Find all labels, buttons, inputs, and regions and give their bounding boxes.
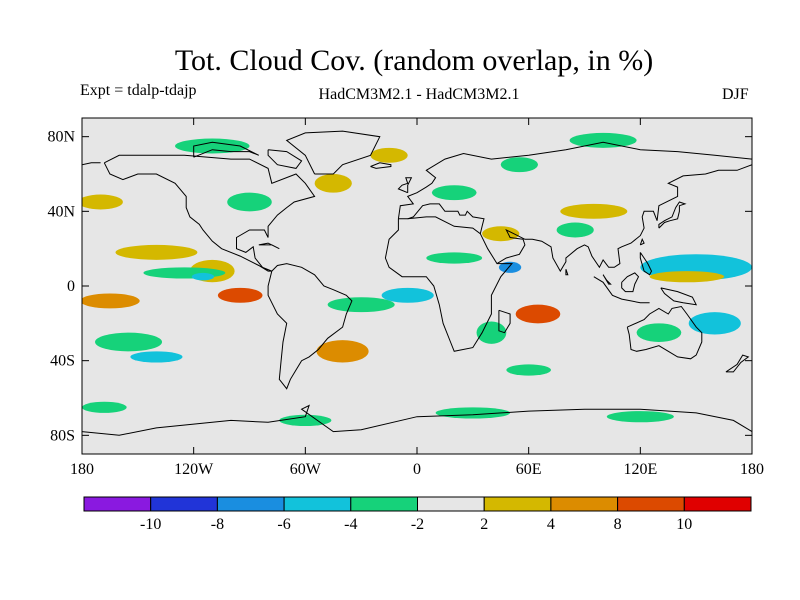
anomaly-patch [115, 244, 198, 260]
coastline [384, 216, 513, 352]
colorbar-label: 2 [480, 516, 488, 533]
coastline [397, 177, 413, 194]
anomaly-patch [515, 304, 561, 324]
coastline [626, 305, 703, 360]
colorbar-label: -4 [344, 516, 357, 533]
anomaly-patch [476, 321, 507, 344]
coastline [397, 141, 752, 219]
anomaly-patch [569, 132, 637, 148]
coastline [725, 354, 750, 373]
anomaly-patch [556, 222, 594, 238]
anomaly-patch [217, 287, 263, 303]
lat-tick-label: 40N [47, 203, 75, 220]
colorbar-label: 8 [614, 516, 622, 533]
coastline [498, 309, 511, 334]
colorbar-label: -8 [211, 516, 224, 533]
anomaly-layer [82, 132, 752, 426]
anomaly-patch [95, 332, 163, 352]
anomaly-patch [506, 364, 551, 376]
lat-tick-label: 0 [67, 278, 75, 295]
anomaly-patch [688, 312, 741, 335]
anomaly-patch [82, 293, 140, 309]
coastline [82, 162, 101, 166]
lon-tick-label: 180 [740, 461, 764, 478]
lon-tick-label: 0 [413, 461, 421, 478]
experiment-label: Expt = tdalp-tdajp [80, 82, 197, 99]
anomaly-patch [606, 411, 674, 423]
longitude-ticks: 180 120W 60W 0 60E 120E 180 [70, 118, 764, 478]
anomaly-patch [560, 203, 628, 219]
anomaly-patch [500, 157, 538, 173]
lon-tick-label: 180 [70, 461, 94, 478]
coastline [285, 130, 381, 175]
anomaly-patch [82, 194, 123, 210]
anomaly-patch [227, 192, 272, 212]
anomaly-patch [431, 185, 477, 201]
coastline [565, 269, 569, 276]
coastline [496, 164, 752, 273]
lat-tick-label: 80S [50, 427, 75, 444]
coastline [267, 263, 353, 390]
anomaly-patch [130, 351, 183, 363]
lat-tick-label: 40S [50, 353, 75, 370]
anomaly-patch [426, 252, 483, 264]
colorbar-swatch [550, 496, 619, 512]
lon-tick-label: 120E [623, 461, 657, 478]
coastline [639, 252, 653, 276]
coastline [258, 242, 280, 250]
anomaly-patch [327, 297, 395, 313]
anomaly-patch [649, 271, 725, 283]
season-label: DJF [722, 86, 749, 103]
coastline-layer [82, 130, 752, 436]
coastline [658, 201, 687, 229]
coastline [660, 287, 698, 306]
anomaly-patch [279, 414, 332, 426]
anomaly-patch [82, 401, 127, 413]
anomaly-patch [636, 323, 682, 342]
anomaly-patch [498, 261, 522, 273]
colorbar-label: -2 [411, 516, 424, 533]
anomaly-patch [316, 340, 369, 363]
coastline [267, 149, 303, 169]
lon-tick-label: 60E [516, 461, 542, 478]
colorbar-label: 10 [676, 516, 692, 533]
coastline [370, 162, 392, 169]
map-title: Tot. Cloud Cov. (random overlap, in %) [174, 44, 654, 77]
colorbar-swatch [216, 496, 285, 512]
coastline [593, 276, 650, 304]
colorbar-swatch [483, 496, 552, 512]
anomaly-patch [314, 174, 352, 193]
lon-tick-label: 60W [290, 461, 322, 478]
anomaly-patch [381, 287, 434, 303]
coastline [103, 154, 316, 272]
coastline [82, 404, 752, 436]
map-background [82, 118, 752, 454]
colorbar-swatch [83, 496, 152, 512]
coastline [639, 238, 645, 246]
colorbar-swatch [683, 496, 752, 512]
coastline [602, 274, 612, 285]
coastline [407, 203, 485, 234]
anomaly-patch [191, 272, 215, 281]
colorbar-swatch [150, 496, 218, 512]
colorbar-label: -10 [140, 516, 161, 533]
colorbar-label: -6 [277, 516, 290, 533]
lat-tick-label: 80N [47, 129, 75, 146]
coastline [193, 141, 260, 158]
colorbar-swatch [350, 496, 418, 512]
colorbar-label: 4 [547, 516, 555, 533]
colorbar-swatch [617, 496, 685, 512]
colorbar-swatch [417, 496, 485, 512]
latitude-ticks: 80N 40N 0 40S 80S [47, 129, 752, 444]
lon-tick-label: 120W [174, 461, 214, 478]
colorbar-swatch [283, 496, 352, 512]
colorbar-labels: -10 -8 -6 -4 -2 2 4 8 10 [140, 516, 692, 533]
anomaly-patch [370, 147, 408, 163]
models-label: HadCM3M2.1 - HadCM3M2.1 [318, 86, 520, 103]
colorbar [83, 496, 752, 512]
coastline [621, 272, 640, 293]
